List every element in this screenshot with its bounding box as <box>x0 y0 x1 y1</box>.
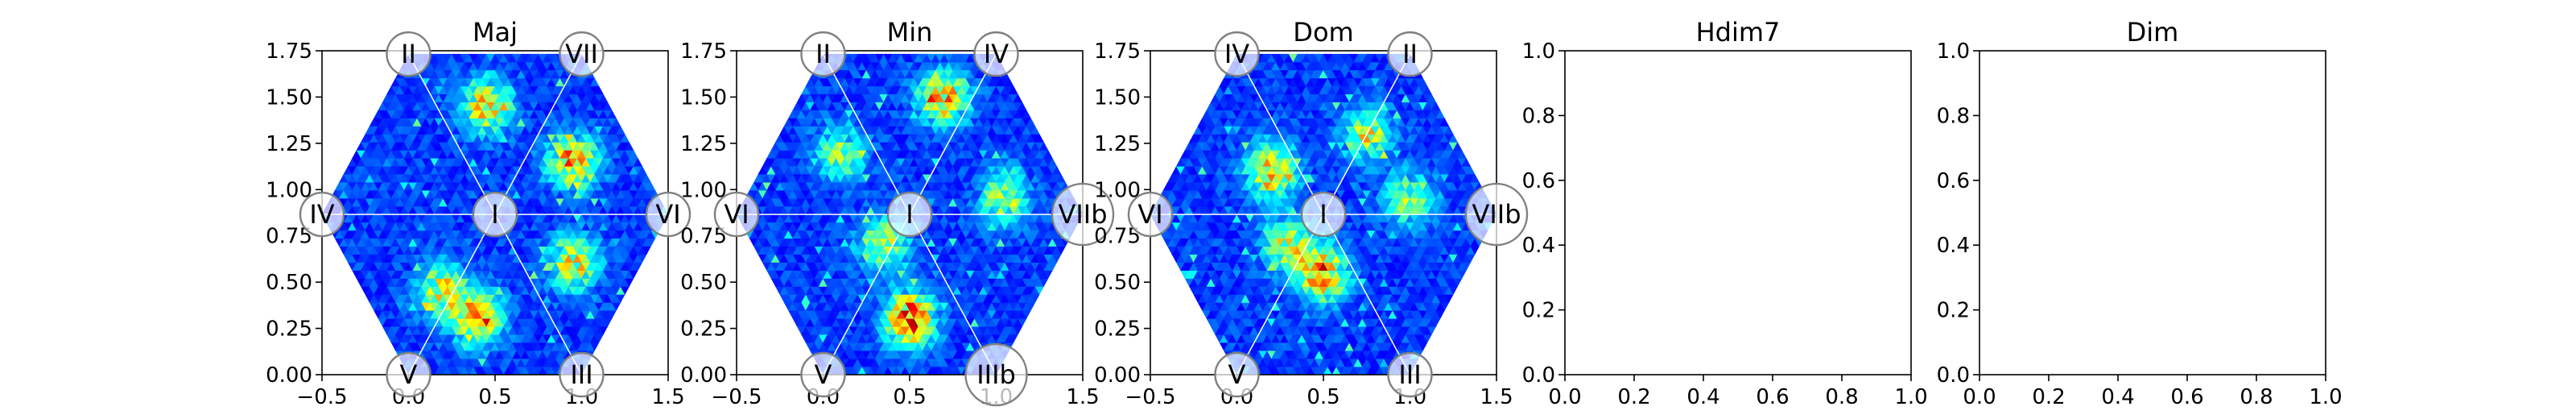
heatmap-cell <box>611 118 621 127</box>
y-tick-label: 1.50 <box>266 85 312 110</box>
heatmap-cell <box>1009 85 1018 95</box>
heatmap-cell <box>1052 165 1062 175</box>
y-tick-label: 1.00 <box>680 178 727 202</box>
sector-line <box>909 53 997 215</box>
vertex-marker <box>964 342 1028 407</box>
heatmap-cell <box>633 157 643 167</box>
vertex-label: VI <box>655 199 680 230</box>
y-tick-label: 0.50 <box>680 271 727 295</box>
vertex-marker <box>1051 182 1115 247</box>
vertex-marker <box>559 31 605 77</box>
heatmap-cell <box>1043 150 1053 159</box>
heatmap-cell <box>1013 93 1023 103</box>
heatmap-cell <box>603 102 613 111</box>
vertex-label: V <box>400 359 418 390</box>
panel-title: Min <box>887 17 933 48</box>
heatmap-cell <box>642 173 651 183</box>
heatmap-cell <box>646 181 656 191</box>
vertex-label: IV <box>984 39 1009 69</box>
heatmap-cell <box>1022 110 1031 118</box>
x-tick-label: 1.5 <box>651 385 684 409</box>
x-tick-label: −0.5 <box>711 385 762 409</box>
heatmap-cell <box>616 126 625 135</box>
vertex-marker <box>886 191 933 238</box>
x-tick-label: 0.5 <box>478 385 511 409</box>
heatmap-cell <box>1030 126 1040 135</box>
y-tick-label: 1.75 <box>680 39 727 64</box>
vertex-marker <box>559 351 605 398</box>
heatmap-cells <box>322 53 668 375</box>
heatmap-cell <box>1056 173 1066 183</box>
heatmap-cell <box>1004 77 1014 87</box>
vertex-label: I <box>906 199 913 230</box>
vertex-marker <box>299 191 345 238</box>
vertex-label: IIIb <box>976 359 1016 390</box>
heatmap-cell <box>1034 134 1044 143</box>
vertex-marker <box>713 191 760 238</box>
plot-area <box>322 53 668 375</box>
x-tick-label: −0.5 <box>296 385 347 409</box>
sector-line <box>407 53 496 215</box>
panels: −0.50.00.51.01.50.000.250.500.751.001.25… <box>266 17 2343 409</box>
sector-line <box>822 214 910 375</box>
panel-dom: −0.50.00.51.01.50.000.250.500.751.001.25… <box>1094 17 1529 409</box>
heatmap-cell <box>638 165 647 175</box>
y-tick-label: 1.50 <box>680 85 727 110</box>
heatmap-cell <box>1018 102 1027 111</box>
y-tick-label: 0.50 <box>266 271 312 295</box>
sector-line <box>822 53 910 215</box>
heatmap-cell <box>607 110 617 118</box>
vertex-marker <box>386 31 431 77</box>
sector-line <box>494 214 583 375</box>
vertex-marker <box>472 191 518 238</box>
x-tick-label: 0.5 <box>893 385 926 409</box>
sector-line <box>494 53 583 215</box>
heatmap-cell <box>1038 142 1049 151</box>
heatmap-cell <box>620 134 630 143</box>
vertex-label: VIIb <box>1058 199 1107 230</box>
vertex-label: VII <box>565 39 598 69</box>
y-tick-label: 1.75 <box>266 39 312 64</box>
heatmap-cell <box>1026 118 1036 127</box>
vertex-label: I <box>491 199 498 230</box>
y-tick-label: 1.00 <box>266 178 312 202</box>
vertex-label: VI <box>724 199 749 230</box>
vertex-label: V <box>815 359 832 390</box>
y-tick-label: 0.00 <box>680 363 727 388</box>
vertex-marker <box>645 191 691 238</box>
panel-maj: −0.50.00.51.01.50.000.250.500.751.001.25… <box>266 17 691 409</box>
vertex-marker <box>800 31 846 77</box>
heatmap-cell <box>1047 157 1058 167</box>
vertex-label: II <box>401 39 416 69</box>
panel-title: Maj <box>473 17 518 48</box>
vertex-label: III <box>570 359 592 390</box>
vertex-marker <box>973 31 1019 77</box>
vertex-label: II <box>815 39 831 69</box>
y-tick-label: 0.25 <box>266 317 312 342</box>
y-tick-label: 0.00 <box>266 363 312 388</box>
y-tick-label: 1.25 <box>266 132 312 156</box>
vertex-marker <box>800 351 846 398</box>
y-tick-label: 0.25 <box>680 317 727 342</box>
heatmap-cell <box>598 93 609 103</box>
heatmap-cell <box>594 85 604 95</box>
panel-min: −0.50.00.51.01.50.000.250.500.751.001.25… <box>680 17 1115 409</box>
vertex-label: IV <box>309 199 334 230</box>
heatmap-cell <box>589 77 600 87</box>
x-tick-label: 1.5 <box>1066 385 1099 409</box>
vertex-marker <box>386 351 431 398</box>
heatmap-cell <box>624 142 634 151</box>
heatmap-cell <box>629 150 638 159</box>
sector-line <box>407 214 496 375</box>
y-tick-label: 1.25 <box>680 132 727 156</box>
